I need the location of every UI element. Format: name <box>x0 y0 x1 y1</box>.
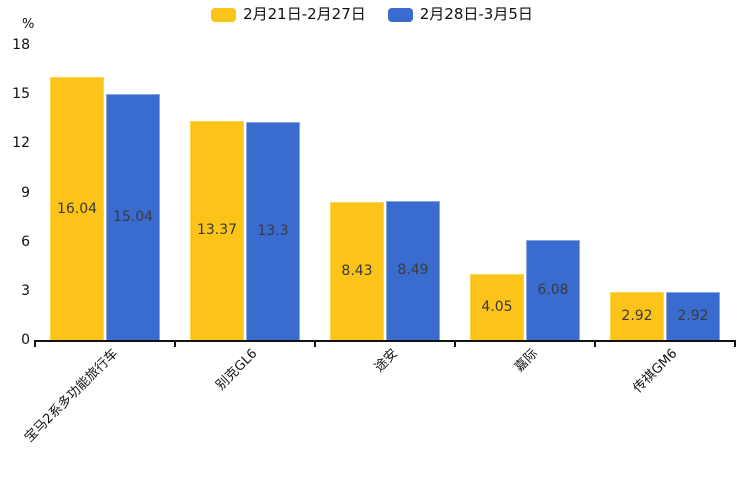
y-axis-unit-label: % <box>22 17 35 32</box>
x-tick-label: 宝马2系多功能旅行车 <box>21 346 121 446</box>
legend: 2月21日-2月27日 2月28日-3月5日 <box>0 7 744 22</box>
y-tick-label: 15 <box>12 86 30 103</box>
x-tick-label: 别克GL6 <box>213 346 261 394</box>
legend-swatch <box>211 7 237 22</box>
x-axis-tick <box>594 342 596 347</box>
x-tick-label: 嘉际 <box>511 346 541 376</box>
bar-2月28日-3月5日-途安 <box>386 200 440 340</box>
x-axis-tick <box>454 342 456 347</box>
bar-2月28日-3月5日-传祺GM6 <box>666 292 720 340</box>
legend-label: 2月28日-3月5日 <box>419 5 533 23</box>
y-tick-label: 18 <box>12 37 30 53</box>
bar-2月28日-3月5日-嘉际 <box>526 240 580 340</box>
y-tick-label: 3 <box>21 282 30 299</box>
y-tick-label: 0 <box>21 332 30 348</box>
legend-swatch <box>387 7 413 22</box>
bar-2月21日-2月27日-嘉际 <box>470 273 524 340</box>
x-axis-tick <box>314 342 316 347</box>
legend-item[interactable]: 2月28日-3月5日 <box>387 5 533 23</box>
x-axis-tick <box>734 342 736 347</box>
x-axis-line <box>34 340 736 342</box>
bar-2月28日-3月5日-宝马2系多功能旅行车 <box>106 93 160 340</box>
y-tick-label: 9 <box>21 184 30 201</box>
bar-2月21日-2月27日-宝马2系多功能旅行车 <box>50 77 104 340</box>
x-axis-tick <box>174 342 176 347</box>
x-axis-tick <box>34 342 36 347</box>
bar-2月21日-2月27日-途安 <box>330 201 384 340</box>
x-tick-label: 途安 <box>371 346 401 376</box>
legend-label: 2月21日-2月27日 <box>243 5 366 23</box>
legend-item[interactable]: 2月21日-2月27日 <box>211 7 366 22</box>
x-tick-label: 传祺GM6 <box>631 346 681 397</box>
y-tick-label: 12 <box>12 135 30 152</box>
bar-2月28日-3月5日-别克GL6 <box>246 122 300 340</box>
bar-2月21日-2月27日-别克GL6 <box>190 120 244 340</box>
bar-2月21日-2月27日-传祺GM6 <box>610 292 664 340</box>
y-tick-label: 6 <box>21 233 30 250</box>
